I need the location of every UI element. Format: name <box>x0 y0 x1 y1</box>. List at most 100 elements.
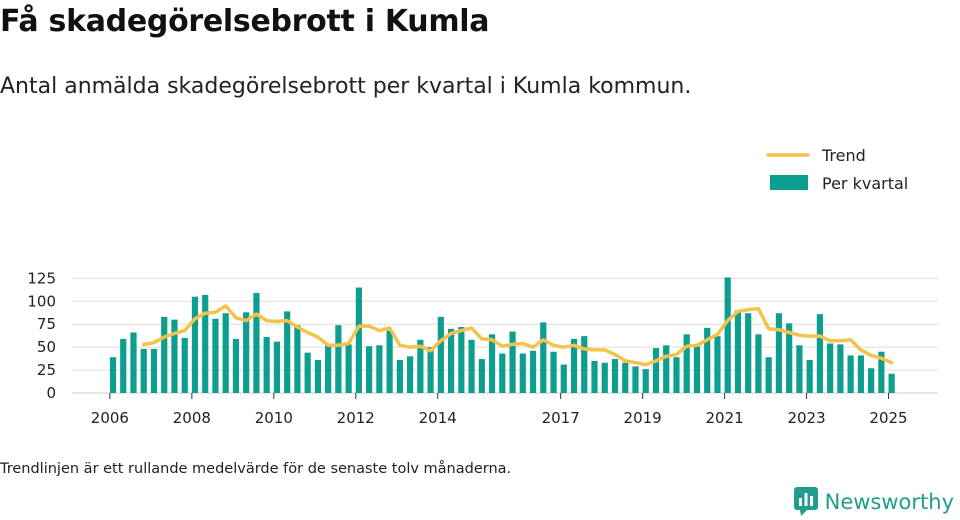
bar <box>888 373 895 393</box>
bar <box>202 294 209 393</box>
bar <box>540 322 547 393</box>
bar <box>622 362 629 393</box>
y-axis: 0 25 50 75 100 125 <box>27 269 56 402</box>
bar <box>693 346 701 393</box>
bar <box>529 350 537 393</box>
bar <box>570 338 578 393</box>
bar <box>519 353 526 393</box>
x-tick-label: 2017 <box>542 409 580 427</box>
y-tick-label: 75 <box>37 315 56 333</box>
bar <box>284 311 291 393</box>
bar <box>591 360 598 393</box>
bar <box>150 348 158 393</box>
bar <box>499 353 506 393</box>
bar <box>191 296 199 393</box>
y-tick-label: 50 <box>37 338 56 356</box>
bar <box>837 344 844 393</box>
bar <box>458 326 465 393</box>
x-axis: 2006 2008 2010 2012 2014 2017 2019 2021 2023 2025 <box>91 393 908 427</box>
bar <box>325 344 332 393</box>
bar <box>232 338 240 393</box>
bar <box>611 359 619 393</box>
bar <box>417 339 424 393</box>
x-tick-label: 2019 <box>624 409 662 427</box>
bar <box>130 332 137 393</box>
bar <box>171 319 178 393</box>
brand-logo: Newsworthy <box>793 487 954 517</box>
bar <box>366 346 373 393</box>
bar <box>775 313 783 393</box>
bar <box>447 328 455 393</box>
bar <box>581 336 588 393</box>
bar <box>386 330 393 393</box>
bar <box>827 343 834 393</box>
bar <box>355 287 362 393</box>
bar <box>161 316 168 393</box>
x-tick-label: 2014 <box>419 409 457 427</box>
bar <box>724 277 731 393</box>
y-tick-label: 0 <box>46 384 56 402</box>
bar <box>601 362 608 393</box>
bar <box>642 369 649 393</box>
y-tick-label: 125 <box>27 269 56 287</box>
x-tick-label: 2008 <box>173 409 211 427</box>
x-tick-label: 2025 <box>869 409 907 427</box>
bar <box>652 348 660 393</box>
chart-subtitle: Antal anmälda skadegörelsebrott per kvar… <box>0 74 692 99</box>
brand-name: Newsworthy <box>824 490 954 514</box>
footnote: Trendlinjen är ett rullande medelvärde f… <box>0 461 512 477</box>
bar <box>314 359 321 393</box>
bar-series <box>109 277 895 393</box>
bar <box>120 338 127 393</box>
bar <box>253 293 260 393</box>
bar <box>673 357 680 393</box>
bar <box>345 344 352 393</box>
bar <box>755 334 762 393</box>
bar <box>796 345 803 393</box>
bar <box>550 351 557 393</box>
bar <box>816 314 824 393</box>
chart-title: Få skadegörelsebrott i Kumla <box>0 4 490 39</box>
bar <box>140 348 147 393</box>
trend-line <box>141 304 894 367</box>
bar <box>509 331 516 393</box>
bar <box>376 345 383 393</box>
bar <box>212 318 219 393</box>
y-tick-label: 100 <box>27 292 56 310</box>
x-tick-label: 2010 <box>255 409 293 427</box>
bar <box>478 359 485 393</box>
bar <box>765 357 772 393</box>
bar <box>704 327 711 393</box>
bar <box>488 334 496 393</box>
bar <box>396 359 403 393</box>
bar <box>560 364 567 393</box>
bar <box>878 351 885 393</box>
x-tick-label: 2012 <box>337 409 375 427</box>
bar <box>663 345 670 393</box>
bar <box>263 337 270 393</box>
bar <box>294 325 301 393</box>
bar <box>857 355 864 393</box>
bar <box>304 352 311 393</box>
bar <box>786 323 793 393</box>
bar <box>683 334 690 393</box>
bar <box>407 356 414 393</box>
bar <box>632 366 639 393</box>
bar <box>109 357 117 393</box>
bar <box>222 313 229 393</box>
bar <box>181 337 188 393</box>
legend-bar-label: Per kvartal <box>822 174 908 193</box>
bar <box>335 325 342 393</box>
y-tick-label: 25 <box>37 361 56 379</box>
bar <box>273 341 281 393</box>
bar <box>806 359 813 393</box>
x-tick-label: 2006 <box>91 409 129 427</box>
bar <box>745 313 752 393</box>
bar <box>868 368 875 393</box>
bar <box>468 339 475 393</box>
newsworthy-icon <box>793 487 818 516</box>
x-tick-label: 2023 <box>787 409 825 427</box>
bar <box>847 355 854 393</box>
x-tick-label: 2021 <box>706 409 744 427</box>
